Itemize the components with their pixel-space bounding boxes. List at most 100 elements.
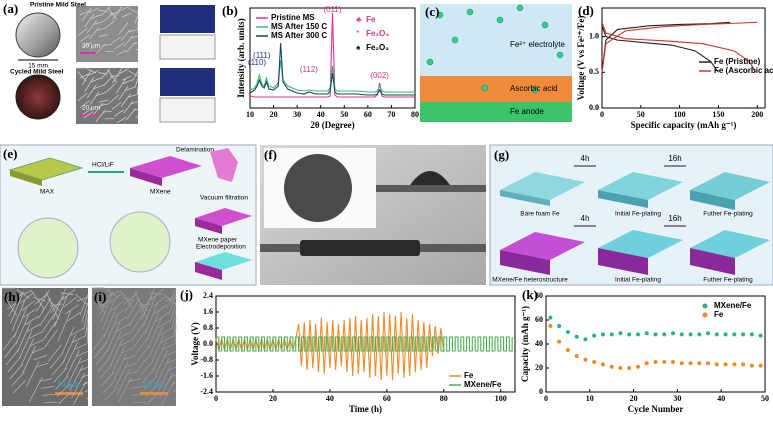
eds-spectrum <box>160 68 215 96</box>
texture <box>115 361 129 388</box>
texture <box>22 345 36 374</box>
structure <box>109 211 171 273</box>
texture <box>130 35 139 39</box>
texture <box>105 19 116 29</box>
texture <box>38 378 52 382</box>
texture <box>151 334 165 363</box>
texture <box>81 7 92 22</box>
texture <box>103 13 113 23</box>
scale-bar <box>55 392 83 395</box>
texture <box>30 339 44 347</box>
scale-bar <box>80 114 98 116</box>
texture <box>80 34 90 42</box>
point <box>758 363 763 368</box>
texture <box>9 364 23 380</box>
texture <box>96 27 106 31</box>
texture <box>61 326 75 356</box>
series-line <box>215 311 445 381</box>
texture <box>107 7 118 20</box>
texture <box>157 320 171 329</box>
texture <box>127 94 138 98</box>
point <box>635 364 640 369</box>
texture <box>123 35 134 47</box>
texture <box>94 340 108 358</box>
texture <box>98 34 109 37</box>
texture <box>102 110 113 113</box>
y-tick-label: 40 <box>535 339 543 348</box>
legend-label: MS After 150 C <box>271 22 327 31</box>
panel-label: (f) <box>264 147 277 162</box>
texture <box>11 299 26 331</box>
point <box>679 361 684 366</box>
texture <box>128 378 141 382</box>
texture <box>111 102 122 110</box>
texture <box>3 294 17 316</box>
point <box>653 332 658 337</box>
texture <box>121 75 132 81</box>
texture <box>142 295 157 328</box>
texture <box>111 300 125 311</box>
texture <box>55 375 69 390</box>
texture <box>140 360 154 376</box>
y-tick-label: 2.4 <box>203 291 213 300</box>
texture <box>120 290 134 310</box>
texture <box>83 309 89 330</box>
texture <box>110 75 120 77</box>
texture <box>86 325 89 344</box>
peak-label: (110) <box>248 58 266 67</box>
x-tick-label: 50 <box>761 394 769 403</box>
texture <box>116 323 130 332</box>
texture <box>145 383 159 397</box>
texture <box>159 327 172 336</box>
point <box>609 364 614 369</box>
flake <box>210 148 238 182</box>
texture <box>163 293 177 306</box>
texture <box>7 356 22 373</box>
panel-label: (i) <box>94 289 106 304</box>
texture <box>109 292 123 304</box>
texture <box>20 338 35 367</box>
series-line <box>601 21 758 73</box>
texture <box>89 27 100 40</box>
texture <box>114 109 124 117</box>
legend-label: Pristine MS <box>271 13 315 22</box>
x-tick-label: 70 <box>387 110 395 119</box>
texture <box>152 296 166 308</box>
texture <box>134 15 139 24</box>
legend-label: MXene/Fe <box>714 301 752 310</box>
texture <box>32 297 46 302</box>
texture <box>138 303 151 307</box>
texture <box>15 314 29 345</box>
texture <box>17 322 31 352</box>
texture <box>61 288 76 301</box>
x-axis-label: Cycle Number <box>628 404 684 414</box>
texture <box>4 340 18 358</box>
panel-label: (d) <box>578 3 594 18</box>
texture <box>124 362 138 368</box>
panel-label: (c) <box>425 4 439 19</box>
ions <box>426 4 564 94</box>
texture <box>147 391 161 404</box>
panel-label: (b) <box>222 3 238 18</box>
y-tick-label: 0.8 <box>203 323 213 332</box>
point <box>627 332 632 337</box>
texture <box>103 76 113 87</box>
texture <box>135 49 139 51</box>
y-tick-label: 1.6 <box>203 307 213 316</box>
x-axis-label: Specific capacity (mAh g⁻¹) <box>631 120 737 130</box>
texture <box>95 348 110 365</box>
x-tick-label: 20 <box>269 394 277 403</box>
point <box>574 354 579 358</box>
texture <box>77 28 88 36</box>
texture <box>170 382 177 386</box>
texture <box>91 14 101 19</box>
series-line <box>249 42 415 96</box>
texture <box>58 391 72 404</box>
mxene-disc <box>284 154 352 222</box>
rust-disc <box>15 74 61 120</box>
texture <box>81 301 89 323</box>
point <box>600 332 605 337</box>
x-tick-label: 10 <box>246 110 254 119</box>
point <box>741 332 746 337</box>
step-label: Vacuum filtration <box>200 195 248 202</box>
